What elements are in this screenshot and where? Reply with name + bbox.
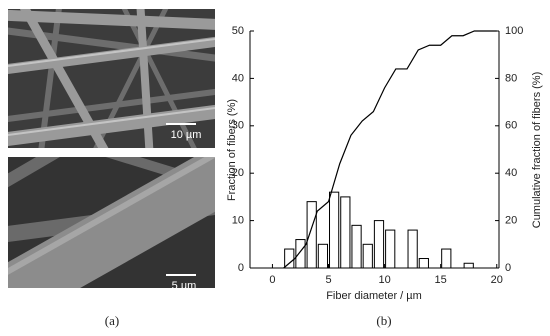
y-tick-label: 0 (238, 262, 244, 274)
y-tick-label: 50 (232, 25, 244, 37)
bar (407, 229, 418, 269)
x-axis-label: Fiber diameter / µm (326, 290, 422, 302)
cumulative-line (283, 30, 497, 269)
y2-axis-label: Cumulative fraction of fibers (%) (531, 72, 543, 229)
bar (385, 229, 396, 269)
bar (441, 248, 452, 269)
x-tick-label: 15 (435, 274, 447, 286)
sem-image-top: 10 µm (8, 9, 215, 148)
bar (317, 243, 329, 269)
y2-tick-label: 80 (505, 72, 517, 84)
bar (362, 243, 373, 269)
bar (284, 248, 295, 269)
y2-tick-label: 20 (505, 215, 517, 227)
panel-label: (a) (105, 313, 119, 328)
y2-tick-label: 60 (505, 120, 517, 132)
y2-tick-label: 100 (505, 25, 523, 37)
bar (295, 239, 306, 269)
bar (340, 196, 351, 269)
scale-bar-label: 10 µm (171, 129, 202, 141)
y2-tick-label: 0 (505, 262, 511, 274)
y-tick-label: 10 (232, 215, 244, 227)
y-tick-label: 40 (232, 72, 244, 84)
y-tick-label: 20 (232, 167, 244, 179)
bar (373, 220, 385, 269)
bar (351, 224, 362, 269)
sem-image-bottom: 5 µm (8, 157, 215, 292)
bar (306, 201, 317, 269)
bar (418, 258, 429, 269)
x-tick-label: 10 (378, 274, 390, 286)
y-axis-label: Fraction of fibers (%) (226, 99, 238, 201)
bar (329, 191, 340, 269)
x-tick-label: 5 (325, 274, 331, 286)
bar (463, 262, 474, 269)
x-tick-label: 20 (491, 274, 503, 286)
y-tick-label: 30 (232, 120, 244, 132)
scale-bar-label: 5 µm (172, 280, 197, 292)
x-tick-label: 0 (269, 274, 275, 286)
y2-tick-label: 40 (505, 167, 517, 179)
panel-label: (b) (376, 313, 391, 328)
